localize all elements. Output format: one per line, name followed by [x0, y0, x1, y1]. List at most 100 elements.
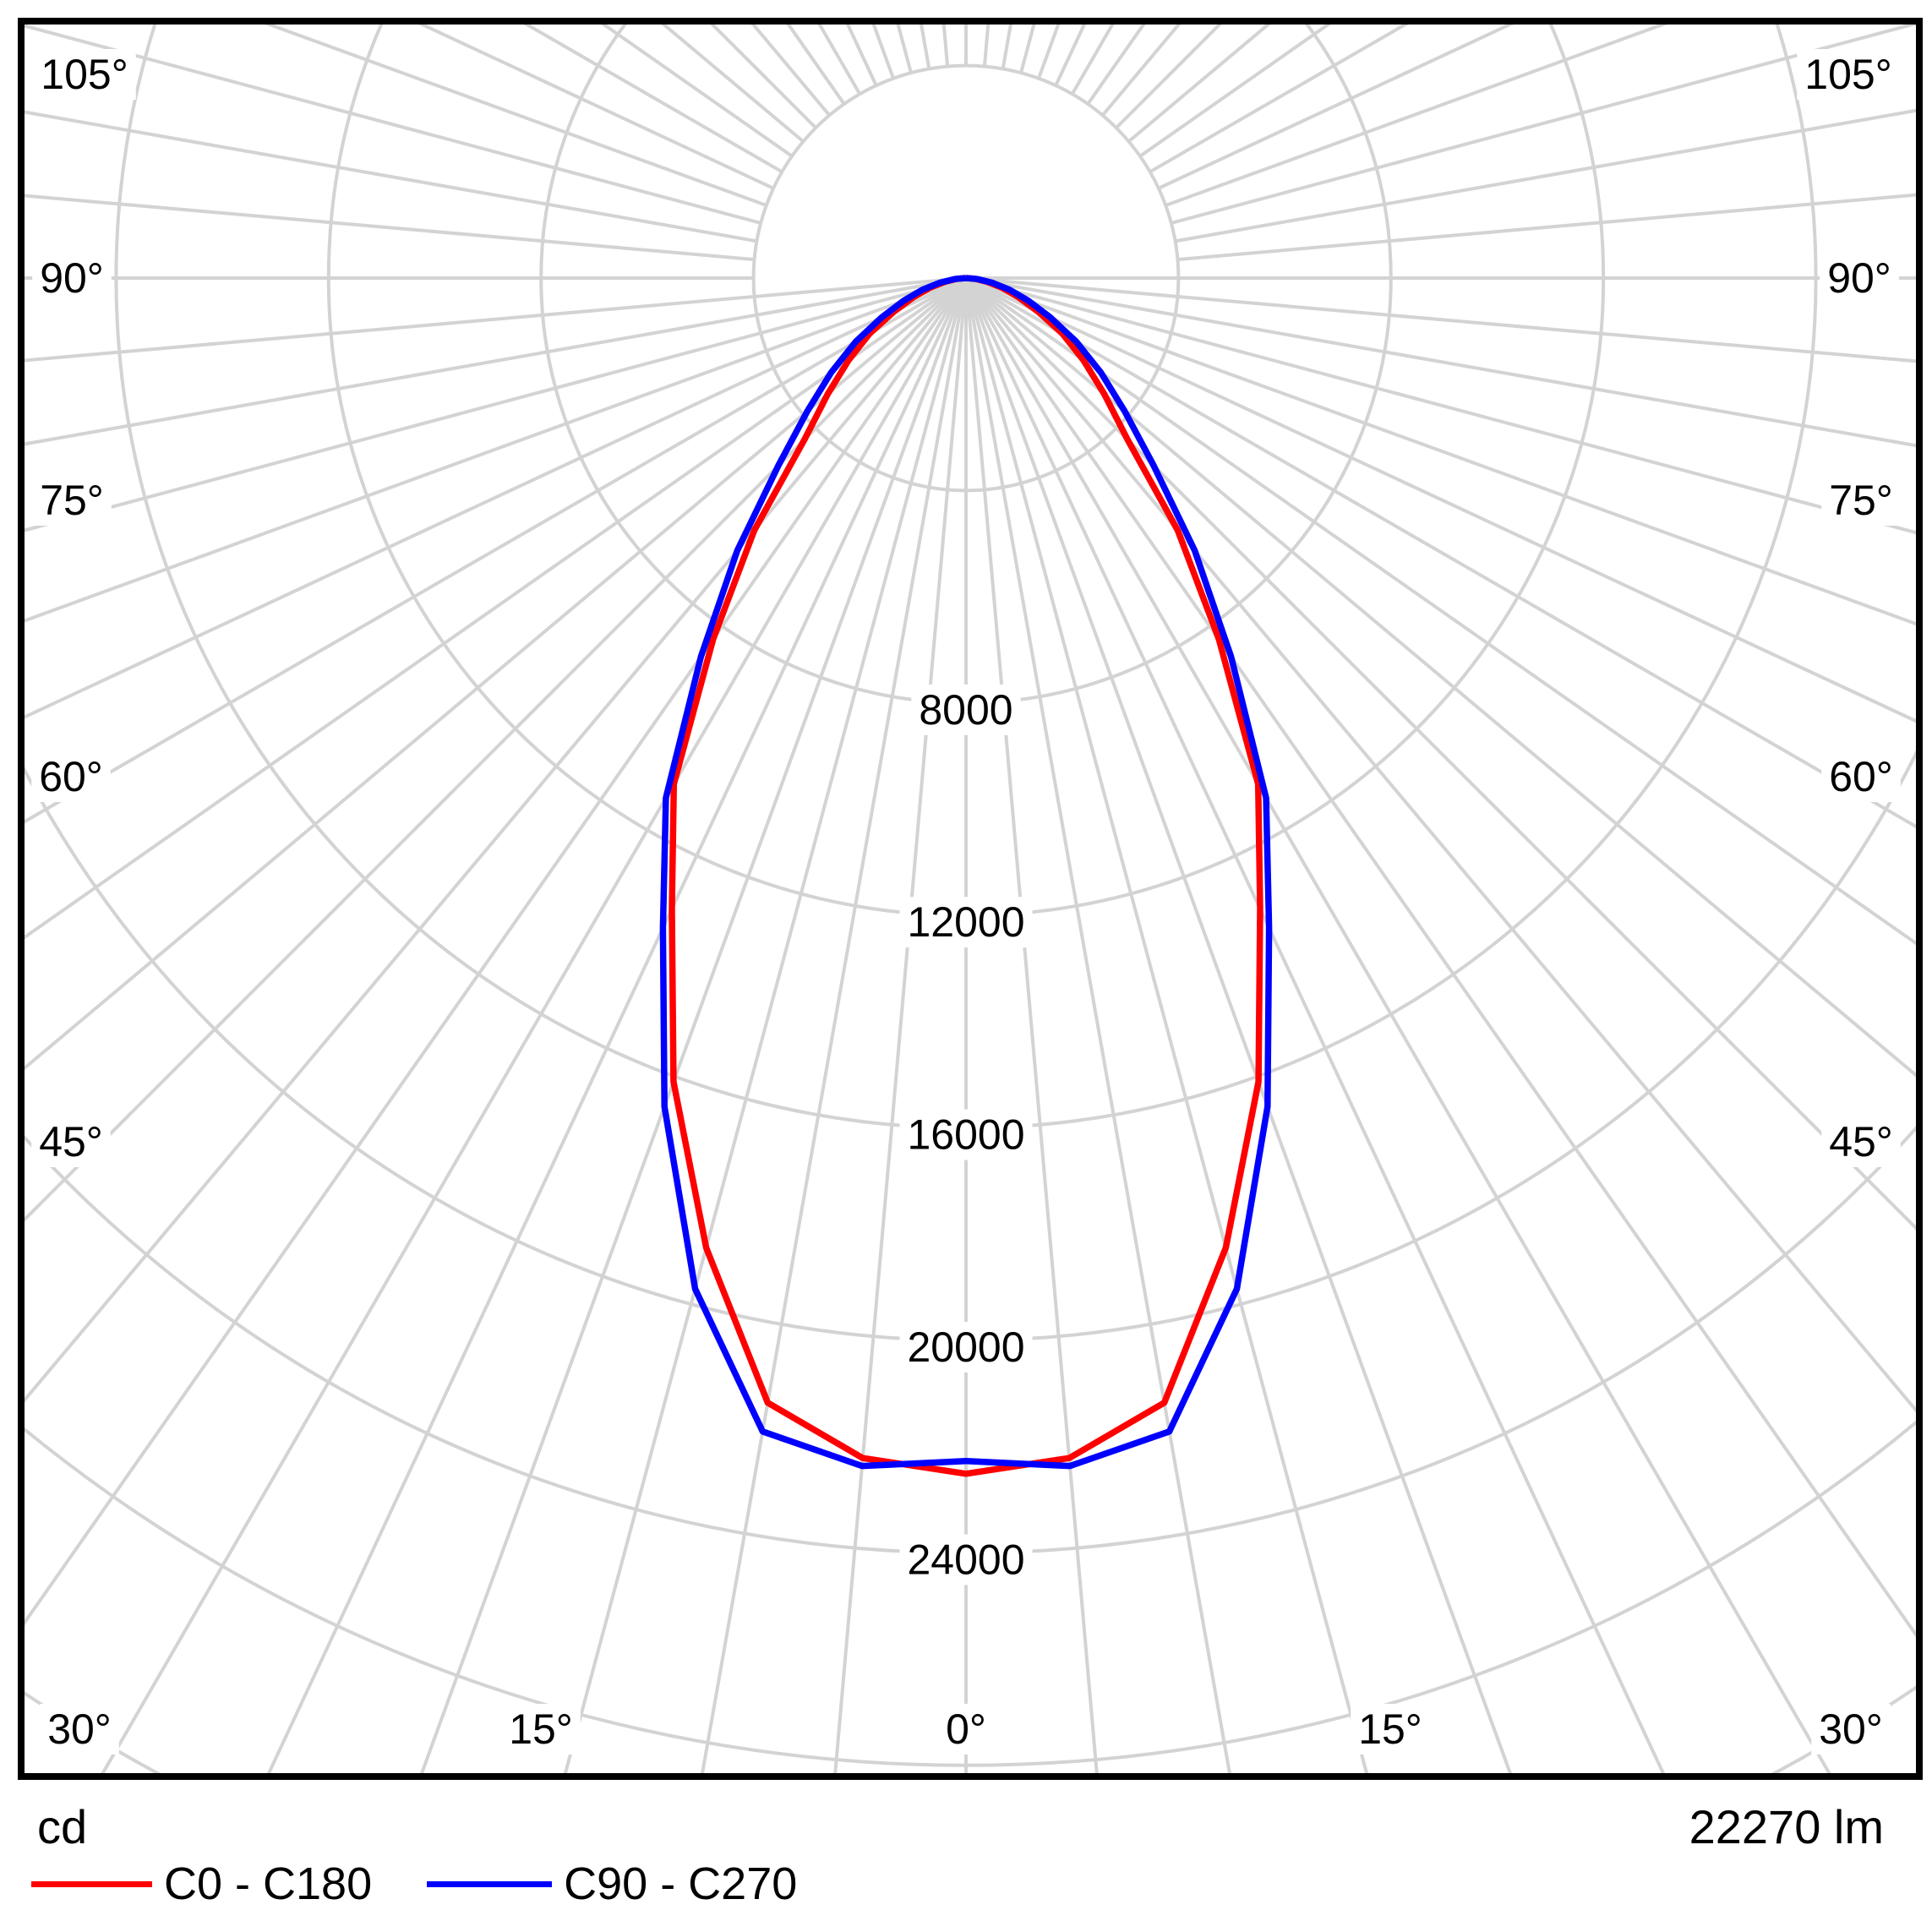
grid-ray	[25, 276, 967, 719]
grid-ray	[964, 277, 1099, 1773]
legend-item-c90-c270: C90 - C270	[427, 1859, 797, 1908]
grid-ray	[965, 276, 1916, 363]
grid-ray	[563, 277, 968, 1773]
grid-ray	[833, 277, 968, 1773]
grid-ray	[965, 276, 1916, 626]
grid-ray	[1175, 108, 1916, 243]
ring-label: 16000	[907, 1111, 1024, 1159]
curve-c0-c180	[669, 275, 1263, 1477]
legend-item-c0-c180: C0 - C180	[31, 1859, 372, 1908]
grid-ray	[965, 276, 1916, 723]
legend-label-c0-c180: C0 - C180	[164, 1858, 373, 1909]
grid-ray	[25, 276, 968, 1403]
ring-label-bg	[899, 897, 1033, 948]
angle-label-bg	[1821, 475, 1901, 526]
angle-label-bg	[1821, 751, 1901, 802]
angle-label-bg	[938, 1704, 994, 1755]
legend: C0 - C180 C90 - C270	[31, 1859, 797, 1908]
grid-ray	[25, 276, 967, 532]
grid-ray	[965, 276, 1916, 448]
ring-label-bg	[899, 1109, 1033, 1160]
legend-swatch-c0-c180	[31, 1880, 152, 1887]
grid-ray	[25, 276, 968, 940]
angle-label: 30°	[1819, 1706, 1883, 1753]
grid-ray	[964, 277, 1369, 1773]
grid-ray	[1001, 25, 1012, 69]
angle-label: 0°	[946, 1706, 986, 1753]
curves	[659, 275, 1273, 1477]
angle-label: 60°	[39, 753, 103, 800]
grid-ray	[701, 277, 968, 1773]
grid-ray	[25, 276, 967, 824]
grid-ray	[964, 277, 1512, 1773]
angle-label-bg	[1811, 1704, 1891, 1755]
grid-ray	[964, 276, 1916, 1413]
grid-ray	[25, 276, 967, 363]
grid-ray	[25, 25, 761, 225]
grid-ray	[25, 276, 968, 1071]
grid-ray	[964, 276, 1916, 946]
grid-ray	[266, 277, 968, 1773]
grid-ray	[25, 194, 755, 262]
grid-ray	[965, 276, 1916, 535]
angle-label-bg	[32, 475, 112, 526]
angle-label: 60°	[1829, 753, 1893, 800]
grid-ray	[25, 276, 967, 446]
angle-label-bg	[31, 751, 111, 802]
chart-frame	[18, 18, 1923, 1780]
grid-ray	[1171, 25, 1916, 225]
angle-label-bg	[1821, 1116, 1901, 1167]
ring-label-bg	[899, 1322, 1033, 1373]
curve-c90-c270	[659, 275, 1273, 1470]
grid-ray	[264, 25, 767, 207]
grid-ray	[1158, 25, 1514, 190]
legend-label-c90-c270: C90 - C270	[564, 1858, 798, 1909]
grid-ray	[964, 276, 1916, 829]
angle-label: 75°	[40, 477, 104, 524]
angle-label-bg	[33, 49, 136, 100]
angle-label: 45°	[1829, 1118, 1893, 1165]
ring-label: 24000	[907, 1536, 1024, 1583]
angle-label: 45°	[39, 1118, 103, 1165]
grid-ray	[964, 276, 1916, 1078]
grid-ray	[920, 25, 931, 69]
angle-label: 15°	[509, 1706, 573, 1753]
grid-ray	[1177, 193, 1916, 262]
angle-label: 90°	[40, 254, 104, 302]
grid-ray	[964, 277, 1231, 1773]
grid-ray	[420, 277, 968, 1773]
grid-ray	[418, 25, 774, 190]
legend-swatch-c90-c270	[427, 1880, 553, 1887]
grid-ray	[964, 276, 1916, 1638]
luminous-flux-value: 22270 lm	[1689, 1800, 1884, 1853]
unit-label: cd	[37, 1800, 88, 1853]
angle-label-bg	[1351, 1704, 1430, 1755]
angle-label-bg	[40, 1704, 119, 1755]
angle-label: 30°	[47, 1706, 112, 1753]
grid-ray	[101, 276, 968, 1773]
angle-label: 75°	[1829, 477, 1893, 524]
ring-label: 20000	[907, 1323, 1024, 1371]
angle-label-bg	[32, 253, 112, 303]
grid-ray	[25, 110, 757, 243]
ring-label: 8000	[919, 686, 1012, 734]
angle-label-bg	[501, 1704, 581, 1755]
ring-label-bg	[899, 1534, 1033, 1585]
grid-ray	[25, 276, 968, 1222]
grid-ray	[964, 276, 1916, 1231]
angle-label-bg	[1797, 49, 1900, 100]
angle-label: 15°	[1358, 1706, 1422, 1753]
ring-label-bg	[911, 684, 1021, 735]
angle-label: 90°	[1827, 254, 1891, 302]
angle-label-bg	[31, 1116, 111, 1167]
angle-label: 105°	[41, 51, 128, 98]
ring-label: 12000	[907, 898, 1024, 946]
angle-label-bg	[1820, 253, 1899, 303]
grid-ray	[25, 276, 968, 1626]
grid-ray	[25, 276, 967, 623]
angle-label: 105°	[1804, 51, 1891, 98]
grid-ray	[1165, 25, 1668, 207]
